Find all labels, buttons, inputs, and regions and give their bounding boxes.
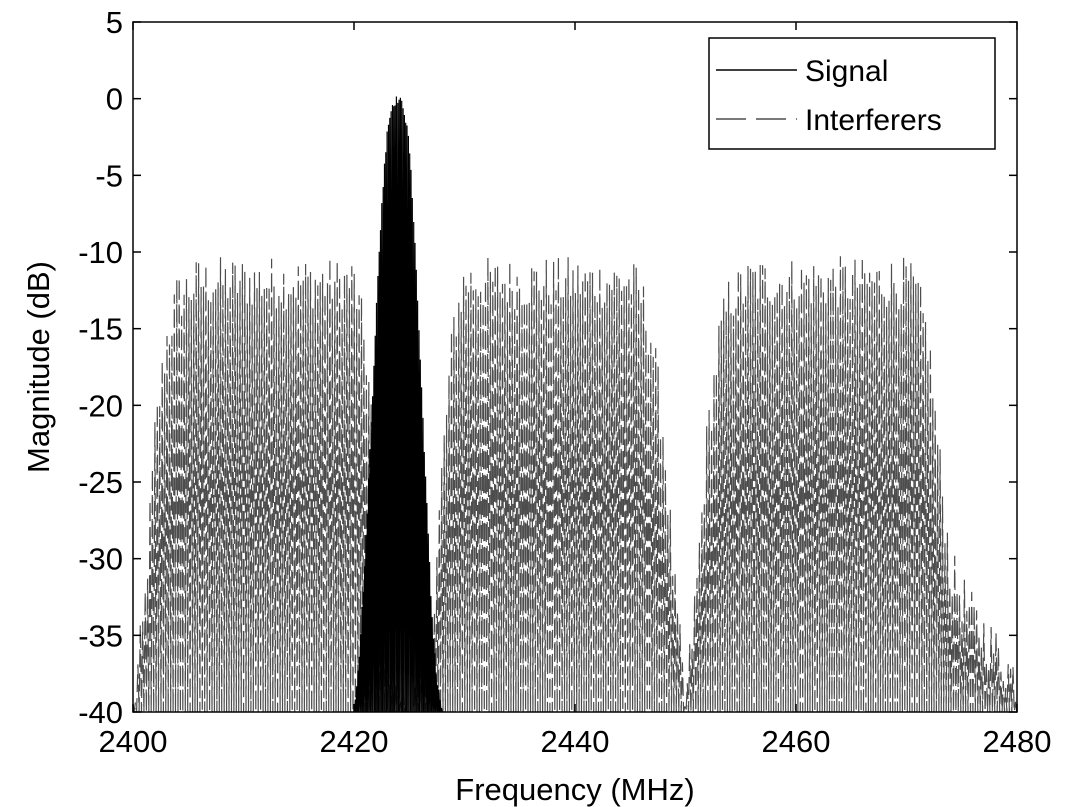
signal-series xyxy=(354,96,443,712)
y-tick-label: -35 xyxy=(78,618,123,653)
y-axis: 5 0 -5 -10 -15 -20 -25 -30 -35 -40 xyxy=(78,5,1017,730)
y-tick-label: -30 xyxy=(78,542,123,577)
x-tick-label: 2400 xyxy=(99,724,168,759)
y-axis-label: Magnitude (dB) xyxy=(21,261,56,473)
y-tick-label: 0 xyxy=(106,82,123,117)
x-tick-label: 2420 xyxy=(320,724,389,759)
legend-signal-label: Signal xyxy=(805,55,888,88)
y-tick-label: 5 xyxy=(106,5,123,40)
legend-box xyxy=(708,37,996,150)
interferers-line xyxy=(133,256,1017,712)
x-axis: 2400 2420 2440 2460 2480 xyxy=(99,22,1052,759)
x-axis-label: Frequency (MHz) xyxy=(455,772,694,807)
signal-line xyxy=(354,96,443,712)
x-tick-label: 2440 xyxy=(541,724,610,759)
interferers-series xyxy=(133,256,1017,712)
y-tick-label: -25 xyxy=(78,465,123,500)
legend-interferers-label: Interferers xyxy=(805,104,942,137)
y-tick-label: -40 xyxy=(78,695,123,730)
legend: Signal Interferers xyxy=(708,37,996,150)
x-tick-label: 2480 xyxy=(983,724,1052,759)
y-tick-label: -20 xyxy=(78,388,123,423)
y-tick-label: -5 xyxy=(95,158,123,193)
y-tick-label: -10 xyxy=(78,235,123,270)
x-tick-label: 2460 xyxy=(762,724,831,759)
y-tick-label: -15 xyxy=(78,312,123,347)
